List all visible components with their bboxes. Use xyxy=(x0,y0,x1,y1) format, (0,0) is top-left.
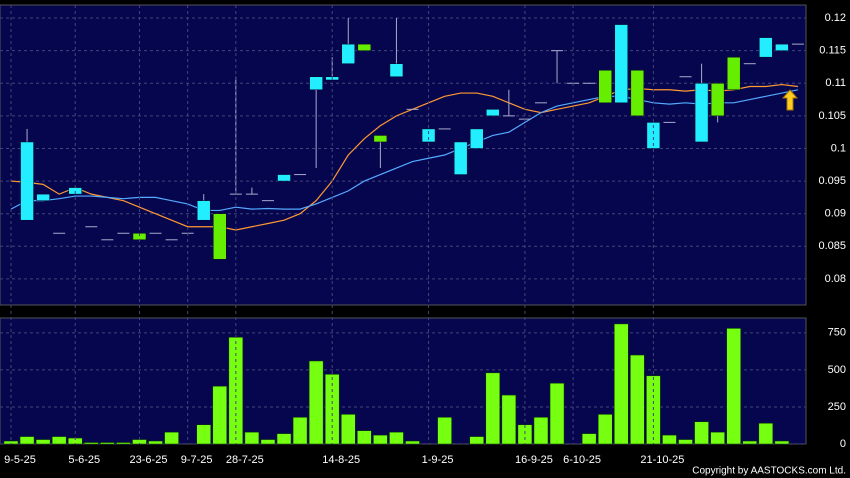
volume-bar xyxy=(212,385,228,445)
volume-bar xyxy=(405,440,420,445)
volume-bar xyxy=(678,439,693,445)
y-tick-label: 500 xyxy=(828,364,846,376)
volume-bar xyxy=(614,323,629,445)
y-tick-label: 0.115 xyxy=(819,45,846,57)
y-tick-label: 0 xyxy=(840,438,846,450)
volume-bar xyxy=(292,417,308,445)
volume-bar xyxy=(84,442,99,445)
x-tick-label: 6-10-25 xyxy=(563,454,601,466)
volume-bar xyxy=(742,440,758,445)
x-tick-label: 28-7-25 xyxy=(226,454,264,466)
candle-body xyxy=(389,63,404,77)
volume-bar xyxy=(501,394,517,445)
footer-text: Copyright by AASTOCKS.com Ltd. xyxy=(692,466,846,477)
y-tick-label: 0.12 xyxy=(825,12,846,24)
volume-bar xyxy=(341,414,356,445)
candle-body xyxy=(694,83,709,143)
x-tick-label: 16-9-25 xyxy=(515,454,553,466)
volume-bar xyxy=(35,439,51,445)
volume-bar xyxy=(389,431,404,445)
x-tick-label: 1-9-25 xyxy=(422,454,454,466)
volume-bar xyxy=(244,431,260,445)
candle-body xyxy=(759,37,773,58)
volume-bar xyxy=(533,417,549,445)
y-tick-label: 0.105 xyxy=(818,110,846,122)
candle-body xyxy=(598,69,612,104)
volume-bar xyxy=(630,354,645,445)
volume-bar xyxy=(260,439,276,445)
y-tick-label: 0.085 xyxy=(818,240,846,252)
volume-bar xyxy=(51,436,67,445)
moving-average-line xyxy=(10,89,799,212)
y-tick-label: 0.09 xyxy=(825,208,846,220)
volume-bar xyxy=(276,433,292,445)
y-tick-label: 0.095 xyxy=(818,175,846,187)
x-tick-label: 21-10-25 xyxy=(640,454,684,466)
volume-bar xyxy=(116,442,131,445)
x-tick-label: 9-5-25 xyxy=(4,454,36,466)
volume-bar xyxy=(373,434,388,445)
candle-body xyxy=(775,43,789,51)
candle-body xyxy=(710,83,725,117)
candle-body xyxy=(726,56,741,91)
candle-body xyxy=(486,109,500,117)
volume-bar xyxy=(726,328,741,445)
volume-bar xyxy=(549,382,565,445)
volume-bar xyxy=(469,436,484,445)
candle-body xyxy=(196,200,211,221)
volume-bar xyxy=(597,414,613,445)
volume-bar xyxy=(710,431,725,445)
volume-bar xyxy=(148,440,163,445)
candle-body xyxy=(646,122,661,149)
candle-body xyxy=(213,213,227,260)
arrow-icon xyxy=(781,89,799,111)
volume-bar xyxy=(357,430,372,445)
x-tick-label: 9-7-25 xyxy=(181,454,213,466)
volume-bar xyxy=(100,442,115,445)
price-panel xyxy=(0,4,807,306)
candle-body xyxy=(453,141,468,175)
volume-bar xyxy=(662,434,677,445)
candle-body xyxy=(421,128,436,143)
y-tick-label: 0.1 xyxy=(831,142,846,154)
volume-bar xyxy=(774,440,790,445)
x-tick-label: 14-8-25 xyxy=(322,454,360,466)
volume-bar xyxy=(308,360,324,445)
candle-body xyxy=(357,43,372,51)
candle-body xyxy=(36,193,50,201)
y-tick-label: 750 xyxy=(828,327,846,339)
volume-bar xyxy=(437,417,452,445)
y-tick-label: 250 xyxy=(828,401,846,413)
y-tick-label: 0.11 xyxy=(825,77,846,89)
candle-body xyxy=(630,69,645,117)
volume-bar xyxy=(581,433,597,445)
volume-bar xyxy=(19,436,35,445)
candle-body xyxy=(341,43,356,64)
candle-body xyxy=(614,24,629,104)
volume-bar xyxy=(694,421,709,445)
candle-body xyxy=(309,76,323,91)
volume-bar xyxy=(196,424,211,445)
moving-average-line xyxy=(10,83,799,231)
y-tick-label: 0.08 xyxy=(825,273,846,285)
candle-body xyxy=(277,174,291,182)
candle-body xyxy=(373,135,388,143)
candle-body xyxy=(469,128,484,149)
x-tick-label: 5-6-25 xyxy=(68,454,100,466)
volume-panel xyxy=(0,317,807,445)
candle-body xyxy=(20,141,34,221)
volume-bar xyxy=(758,422,774,445)
volume-bar xyxy=(164,431,179,445)
plot-layer: 0.08 0.085 0.09 0.095 0.1 0.105 0.11 0.115 0.12 0… xyxy=(0,5,846,477)
x-tick-label: 23-6-25 xyxy=(130,454,168,466)
volume-bar xyxy=(485,372,501,445)
